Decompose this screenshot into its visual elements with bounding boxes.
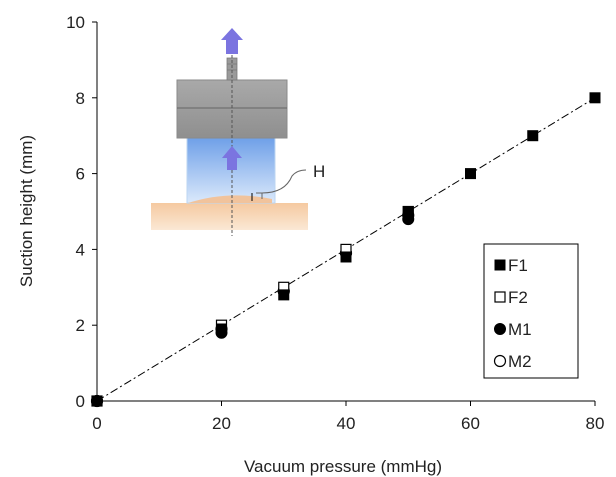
data-point-f1 — [589, 92, 601, 104]
data-point-f1 — [402, 206, 414, 217]
legend-items: F1 F2 M1 M2 — [493, 256, 532, 371]
x-tick-label: 0 — [92, 414, 101, 433]
y-tick-label: 10 — [66, 13, 85, 32]
annotation-leader — [256, 169, 307, 199]
legend-label-m1: M1 — [508, 320, 532, 339]
legend-marker-f1 — [494, 259, 506, 271]
tissue-layer — [151, 203, 308, 230]
data-point-f1 — [340, 251, 352, 263]
y-tick-label: 0 — [76, 392, 85, 411]
data-point-f1 — [216, 323, 227, 335]
vacuum-block — [176, 79, 288, 139]
legend-marker-f2 — [494, 291, 506, 303]
x-tick-label: 20 — [212, 414, 231, 433]
legend: F1 F2 M1 M2 — [483, 243, 579, 379]
legend-marker-m1 — [494, 323, 506, 335]
legend-label-m2: M2 — [508, 352, 532, 371]
legend-marker-m2 — [493, 354, 507, 368]
y-tick-label: 6 — [76, 165, 85, 184]
y-tick-label: 2 — [76, 316, 85, 335]
tissue-bulge — [188, 195, 272, 203]
data-point-f1 — [91, 395, 103, 407]
legend-label-f1: F1 — [508, 256, 528, 275]
y-axis-label: Suction height (mm) — [17, 135, 36, 287]
inset-diagram: H — [151, 28, 325, 236]
x-tick-label: 80 — [586, 414, 605, 433]
y-tick-label: 4 — [76, 240, 85, 259]
x-tick-label: 60 — [461, 414, 480, 433]
data-point-f1 — [465, 168, 476, 180]
x-tick-label: 40 — [337, 414, 356, 433]
arrow-up-icon — [222, 146, 242, 170]
arrow-up-icon — [221, 28, 243, 54]
ticks: 0 20 40 60 80 0 2 4 6 8 10 — [66, 13, 604, 433]
x-axis-label: Vacuum pressure (mmHg) — [244, 457, 442, 476]
data-point-f1 — [278, 289, 290, 301]
data-point-f1 — [527, 130, 539, 142]
inset-label-h: H — [313, 162, 325, 181]
y-tick-label: 8 — [76, 89, 85, 108]
data-points — [90, 92, 601, 408]
legend-label-f2: F2 — [508, 288, 528, 307]
